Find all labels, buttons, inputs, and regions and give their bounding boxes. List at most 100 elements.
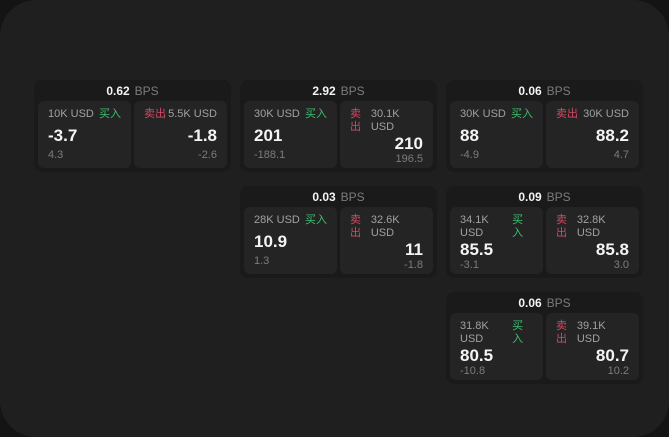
sell-side-label: 卖出 (556, 108, 578, 120)
sell-sub-value: 196.5 (395, 153, 423, 165)
buy-tile-top: 30K USD 买入 (460, 108, 533, 121)
buy-sub-value: 4.3 (48, 149, 64, 161)
buy-price: 80.5 (460, 346, 494, 365)
sell-price: 210 (394, 134, 423, 153)
buy-tile[interactable]: 31.8K USD 买入 80.5 -10.8 (450, 313, 543, 380)
quote-tiles: 28K USD 买入 10.9 1.3 卖出 32.6K USD 11 -1.8 (244, 207, 433, 274)
sell-tile-top: 卖出 30.1K USD (350, 108, 423, 134)
buy-amount: 31.8K USD (460, 320, 489, 345)
sell-side-label: 卖出 (350, 214, 361, 239)
buy-sub-value: -188.1 (254, 149, 286, 161)
quote-card: 0.06 BPS 30K USD 买入 88 -4.9 卖出 30K USD 8… (446, 80, 643, 172)
sell-amount: 5.5K USD (168, 108, 217, 120)
bps-unit-label: BPS (546, 295, 571, 310)
quote-card: 0.62 BPS 10K USD 买入 -3.7 4.3 卖出 5.5K USD… (34, 80, 231, 172)
sell-side-label: 卖出 (556, 320, 567, 345)
sell-tile[interactable]: 卖出 30.1K USD 210 196.5 (340, 101, 433, 168)
bps-value: 0.06 (518, 295, 542, 310)
quote-tiles: 30K USD 买入 88 -4.9 卖出 30K USD 88.2 4.7 (450, 101, 639, 168)
buy-price: 85.5 (460, 240, 494, 259)
buy-price: 88 (460, 125, 479, 145)
sell-sub-value: 4.7 (613, 149, 629, 161)
buy-tile-top: 10K USD 买入 (48, 108, 121, 121)
sell-tile[interactable]: 卖出 32.8K USD 85.8 3.0 (546, 207, 639, 274)
quote-card: 0.06 BPS 31.8K USD 买入 80.5 -10.8 卖出 39.1… (446, 292, 643, 384)
bps-value: 0.03 (312, 189, 336, 204)
bps-value: 0.06 (518, 83, 542, 98)
bps-unit-label: BPS (340, 83, 365, 98)
buy-tile-top: 30K USD 买入 (254, 108, 327, 121)
sell-side-label: 卖出 (556, 214, 567, 239)
bps-value: 0.09 (518, 189, 542, 204)
buy-price: -3.7 (48, 125, 78, 145)
buy-side-label: 买入 (305, 214, 327, 226)
card-header: 0.06 BPS (450, 292, 639, 313)
sell-side-label: 卖出 (144, 108, 166, 120)
buy-tile-top: 34.1K USD 买入 (460, 214, 533, 240)
sell-price: -1.8 (187, 125, 217, 145)
sell-tile-top: 卖出 5.5K USD (144, 108, 217, 121)
buy-sub-value: -10.8 (460, 365, 486, 377)
sell-price: 88.2 (595, 125, 629, 145)
bps-unit-label: BPS (134, 83, 159, 98)
quote-card: 0.09 BPS 34.1K USD 买入 85.5 -3.1 卖出 32.8K… (446, 186, 643, 278)
buy-price: 201 (254, 125, 283, 145)
card-header: 0.09 BPS (450, 186, 639, 207)
sell-tile-top: 卖出 32.8K USD (556, 214, 629, 240)
sell-amount: 30K USD (583, 108, 629, 120)
bps-unit-label: BPS (340, 189, 365, 204)
sell-tile[interactable]: 卖出 39.1K USD 80.7 10.2 (546, 313, 639, 380)
buy-amount: 30K USD (460, 108, 506, 120)
sell-tile-top: 卖出 39.1K USD (556, 320, 629, 346)
sell-side-label: 卖出 (350, 108, 361, 133)
buy-side-label: 买入 (305, 108, 327, 120)
sell-tile-top: 卖出 30K USD (556, 108, 629, 121)
buy-sub-value: -4.9 (460, 149, 479, 161)
buy-tile[interactable]: 34.1K USD 买入 85.5 -3.1 (450, 207, 543, 274)
buy-side-label: 买入 (512, 320, 524, 345)
bps-unit-label: BPS (546, 189, 571, 204)
buy-tile-top: 28K USD 买入 (254, 214, 327, 227)
buy-tile[interactable]: 30K USD 买入 201 -188.1 (244, 101, 337, 168)
buy-amount: 30K USD (254, 108, 300, 120)
bps-value: 0.62 (106, 83, 130, 98)
quote-tiles: 34.1K USD 买入 85.5 -3.1 卖出 32.8K USD 85.8… (450, 207, 639, 274)
bps-value: 2.92 (312, 83, 336, 98)
sell-tile[interactable]: 卖出 30K USD 88.2 4.7 (546, 101, 639, 168)
quote-card: 0.03 BPS 28K USD 买入 10.9 1.3 卖出 32.6K US… (240, 186, 437, 278)
buy-tile[interactable]: 30K USD 买入 88 -4.9 (450, 101, 543, 168)
buy-tile-top: 31.8K USD 买入 (460, 320, 533, 346)
buy-side-label: 买入 (511, 108, 533, 120)
sell-tile[interactable]: 卖出 32.6K USD 11 -1.8 (340, 207, 433, 274)
buy-side-label: 买入 (99, 108, 121, 120)
sell-amount: 39.1K USD (576, 320, 606, 345)
sell-price: 11 (405, 240, 423, 259)
sell-tile[interactable]: 卖出 5.5K USD -1.8 -2.6 (134, 101, 227, 168)
buy-side-label: 买入 (512, 214, 524, 239)
bps-unit-label: BPS (546, 83, 571, 98)
sell-price: 80.7 (595, 346, 629, 365)
buy-amount: 28K USD (254, 214, 300, 226)
buy-tile[interactable]: 10K USD 买入 -3.7 4.3 (38, 101, 131, 168)
quote-tiles: 30K USD 买入 201 -188.1 卖出 30.1K USD 210 1… (244, 101, 433, 168)
quote-card: 2.92 BPS 30K USD 买入 201 -188.1 卖出 30.1K … (240, 80, 437, 172)
buy-sub-value: 1.3 (254, 255, 270, 267)
card-header: 0.03 BPS (244, 186, 433, 207)
sell-price: 85.8 (595, 240, 629, 259)
card-header: 2.92 BPS (244, 80, 433, 101)
cards-grid: 0.62 BPS 10K USD 买入 -3.7 4.3 卖出 5.5K USD… (34, 80, 643, 384)
buy-amount: 34.1K USD (460, 214, 489, 239)
buy-amount: 10K USD (48, 108, 94, 120)
buy-tile[interactable]: 28K USD 买入 10.9 1.3 (244, 207, 337, 274)
sell-amount: 32.8K USD (576, 214, 606, 239)
card-header: 0.06 BPS (450, 80, 639, 101)
buy-sub-value: -3.1 (460, 259, 479, 271)
sell-tile-top: 卖出 32.6K USD (350, 214, 423, 240)
sell-amount: 32.6K USD (370, 214, 400, 239)
sell-sub-value: 3.0 (613, 259, 629, 271)
sell-sub-value: 10.2 (607, 365, 629, 377)
buy-price: 10.9 (254, 231, 288, 251)
quote-tiles: 31.8K USD 买入 80.5 -10.8 卖出 39.1K USD 80.… (450, 313, 639, 380)
sell-sub-value: -1.8 (404, 259, 423, 271)
